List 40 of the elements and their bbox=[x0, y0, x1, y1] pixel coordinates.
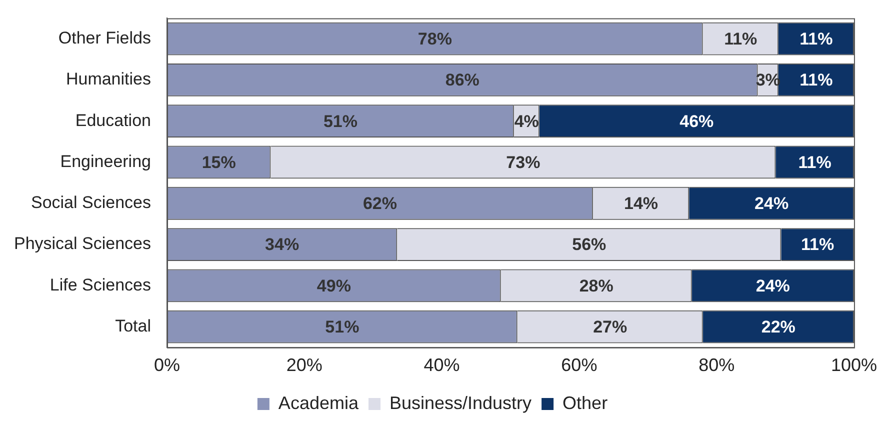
y-tick-label: Education bbox=[75, 110, 152, 130]
data-label: 86% bbox=[445, 70, 480, 90]
data-label: 11% bbox=[798, 152, 832, 172]
data-label: 11% bbox=[800, 29, 833, 48]
data-label: 49% bbox=[316, 276, 351, 296]
data-label: 14% bbox=[624, 194, 658, 214]
data-label: 78% bbox=[418, 29, 452, 48]
x-tick-label: 40% bbox=[424, 355, 460, 376]
y-tick-label: Total bbox=[115, 316, 152, 336]
x-tick-label: 0% bbox=[154, 355, 180, 376]
data-label: 73% bbox=[506, 152, 540, 172]
data-label: 11% bbox=[801, 235, 834, 254]
data-label: 46% bbox=[680, 112, 714, 131]
legend-label: Other bbox=[562, 392, 608, 413]
y-tick-label: Other Fields bbox=[58, 28, 152, 48]
data-label: 27% bbox=[593, 318, 628, 337]
data-label: 22% bbox=[761, 318, 796, 337]
data-label: 62% bbox=[362, 194, 397, 214]
x-tick-label: 20% bbox=[286, 355, 322, 376]
y-tick-label: Engineering bbox=[60, 152, 152, 171]
data-label: 34% bbox=[265, 235, 300, 254]
data-label: 28% bbox=[579, 276, 614, 296]
legend-label: Business/Industry bbox=[389, 392, 532, 413]
y-tick-label: Life Sciences bbox=[50, 275, 152, 294]
data-label: 15% bbox=[202, 152, 236, 172]
y-tick-label: Social Sciences bbox=[30, 193, 152, 212]
data-label: 56% bbox=[572, 235, 606, 254]
data-label: 24% bbox=[754, 194, 789, 214]
data-label: 4% bbox=[514, 112, 539, 131]
data-label: 11% bbox=[800, 70, 833, 90]
y-tick-label: Physical Sciences bbox=[14, 234, 152, 254]
data-label: 51% bbox=[325, 318, 360, 337]
y-tick-label: Humanities bbox=[66, 70, 152, 89]
x-tick-label: 100% bbox=[830, 355, 878, 376]
data-label: 11% bbox=[724, 29, 758, 48]
x-tick-label: 80% bbox=[698, 355, 735, 376]
legend-label: Academia bbox=[278, 392, 360, 413]
x-tick-label: 60% bbox=[561, 355, 598, 376]
data-label: 24% bbox=[756, 276, 790, 296]
data-label: 51% bbox=[323, 112, 358, 131]
